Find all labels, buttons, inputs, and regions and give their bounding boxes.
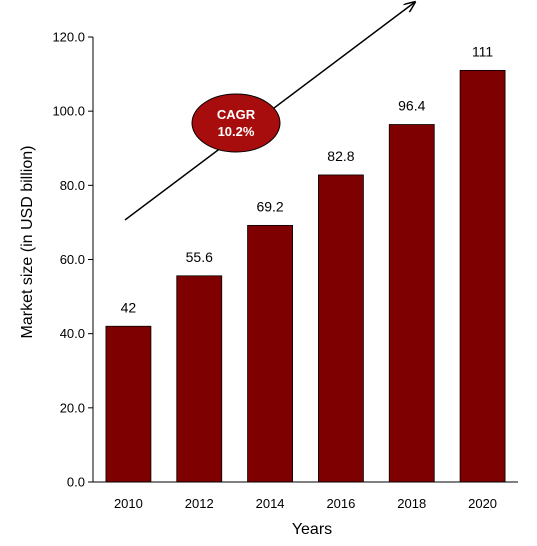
- cagr-label: CAGR: [217, 107, 256, 122]
- cagr-ellipse: [191, 93, 281, 153]
- data-label-2018: 96.4: [398, 98, 425, 114]
- bar-2014: [247, 224, 293, 483]
- cagr-value: 10.2%: [218, 124, 255, 139]
- bar-2016: [318, 174, 364, 483]
- y-tick-label: 60.0: [60, 252, 85, 267]
- y-tick-label: 100.0: [52, 104, 85, 119]
- x-axis-title: Years: [292, 521, 332, 538]
- x-tick-label-2016: 2016: [326, 496, 355, 511]
- bars-layer: [105, 69, 506, 483]
- data-label-2014: 69.2: [256, 198, 283, 214]
- y-tick-label: 120.0: [52, 30, 85, 45]
- x-tick-label-2012: 2012: [185, 496, 214, 511]
- bar-2018: [388, 124, 435, 483]
- x-tick-label-2018: 2018: [397, 496, 426, 511]
- y-tick-label: 80.0: [60, 178, 85, 193]
- data-label-2020: 111: [472, 43, 493, 59]
- x-tick-label-2014: 2014: [256, 496, 285, 511]
- data-label-2016: 82.8: [327, 148, 354, 164]
- y-tick-label: 40.0: [60, 326, 85, 341]
- cagr-callout: CAGR 10.2%: [191, 93, 281, 153]
- data-label-2012: 55.6: [186, 249, 213, 265]
- y-tick-label: 20.0: [60, 400, 85, 415]
- y-axis-title: Market size (in USD billion): [19, 146, 36, 339]
- x-ticks-layer: 2010 2012 2014 2016 2018 2020: [114, 496, 497, 511]
- x-tick-label-2010: 2010: [114, 496, 143, 511]
- data-labels-layer: 42 55.6 69.2 82.8 96.4 111: [121, 43, 494, 315]
- data-label-2010: 42: [121, 299, 137, 315]
- y-ticks-layer: 0.0 20.0 40.0 60.0 80.0 100.0 120.0: [52, 30, 93, 490]
- y-tick-label: 0.0: [67, 475, 85, 490]
- bar-2012: [176, 275, 223, 483]
- bar-2010: [105, 325, 152, 483]
- x-tick-label-2020: 2020: [468, 496, 497, 511]
- bar-2020: [459, 69, 506, 483]
